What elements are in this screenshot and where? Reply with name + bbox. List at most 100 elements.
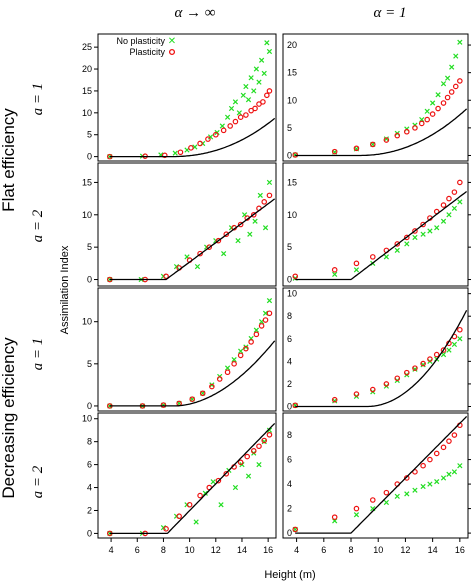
point-plasticity: [420, 360, 426, 367]
y-tick-label: 0: [287, 150, 292, 160]
panel-frame: [97, 33, 277, 162]
x-tick-label: 10: [373, 545, 383, 555]
point-no-plasticity: [420, 362, 426, 368]
panel-8: 0 2 4 6 8 4 6 8 10 12 14 16: [282, 412, 471, 555]
point-no-plasticity: [440, 475, 447, 481]
row-header-4: a = 2: [30, 465, 46, 498]
panel-frame: [282, 287, 469, 412]
y-tick-label: 8: [87, 437, 92, 447]
row-header-2: a = 2: [30, 209, 46, 242]
panel-3: 0 5 10 15: [82, 162, 277, 287]
point-plasticity: [440, 100, 447, 106]
model-line: [295, 108, 468, 157]
point-no-plasticity: [420, 231, 426, 237]
y-tick-label: 20: [287, 40, 297, 50]
y-tick-label: 6: [287, 334, 292, 344]
point-plasticity: [394, 132, 401, 139]
panel-7: 0 2 4 6 8 10 4 6 8 10 12 14 16: [82, 412, 277, 555]
point-plasticity: [250, 448, 257, 454]
point-no-plasticity: [424, 108, 430, 114]
point-plasticity: [394, 375, 401, 382]
point-plasticity: [216, 376, 223, 382]
point-plasticity: [331, 148, 338, 155]
y-tick-label: 6: [287, 455, 292, 465]
point-no-plasticity: [446, 347, 452, 353]
panel-6: 0 2 4 6 8 10: [282, 287, 471, 412]
point-plasticity: [444, 94, 451, 101]
point-no-plasticity: [453, 53, 459, 59]
point-plasticity: [457, 179, 463, 186]
point-plasticity: [420, 221, 426, 228]
point-plasticity: [420, 462, 426, 469]
point-no-plasticity: [449, 64, 455, 70]
y-tick-label: 4: [287, 479, 292, 489]
x-tick-label: 14: [428, 545, 438, 555]
point-no-plasticity: [231, 356, 237, 363]
point-plasticity: [163, 526, 169, 532]
point-no-plasticity: [194, 263, 201, 270]
point-plasticity: [446, 438, 452, 444]
legend-marker-no-plasticity-icon: ✕: [168, 36, 176, 47]
point-no-plasticity: [193, 519, 199, 525]
point-plasticity: [260, 99, 266, 105]
point-plasticity: [253, 331, 260, 338]
point-plasticity: [189, 396, 196, 403]
point-plasticity: [266, 192, 273, 199]
point-no-plasticity: [332, 271, 338, 277]
point-no-plasticity: [457, 336, 463, 342]
x-tick-label: 6: [321, 545, 326, 555]
point-no-plasticity: [444, 75, 451, 81]
point-plasticity: [448, 89, 455, 95]
point-plasticity: [353, 260, 360, 267]
point-plasticity: [403, 234, 410, 241]
y-tick-label: 25: [82, 42, 92, 52]
point-no-plasticity: [353, 267, 360, 273]
point-plasticity: [212, 131, 219, 138]
point-plasticity: [383, 381, 390, 387]
legend-marker-plasticity-icon: [168, 48, 176, 56]
panel-5: 0 5 10: [82, 287, 277, 412]
point-no-plasticity: [160, 525, 167, 531]
point-no-plasticity: [427, 228, 433, 234]
y-tick-label: 2: [287, 379, 292, 389]
point-no-plasticity: [245, 473, 252, 479]
point-plasticity: [163, 273, 169, 280]
point-no-plasticity: [434, 225, 440, 231]
y-tick-label: 15: [82, 177, 92, 187]
point-no-plasticity: [224, 365, 231, 371]
point-plasticity: [220, 127, 227, 134]
point-plasticity: [262, 317, 269, 323]
point-plasticity: [176, 513, 182, 520]
point-plasticity: [227, 123, 233, 129]
y-tick-label: 5: [287, 123, 292, 133]
point-no-plasticity: [218, 502, 224, 508]
x-tick-label: 8: [161, 545, 166, 555]
point-plasticity: [292, 273, 299, 280]
point-plasticity: [197, 140, 203, 147]
point-plasticity: [237, 459, 244, 466]
point-no-plasticity: [427, 481, 433, 487]
point-plasticity: [435, 105, 441, 112]
point-no-plasticity: [262, 310, 269, 316]
point-plasticity: [199, 390, 206, 397]
point-plasticity: [266, 310, 273, 317]
point-no-plasticity: [232, 484, 239, 491]
point-no-plasticity: [235, 238, 241, 244]
model-line: [109, 422, 276, 535]
point-plasticity: [243, 345, 249, 352]
point-no-plasticity: [240, 92, 246, 98]
point-plasticity: [197, 250, 203, 257]
point-plasticity: [412, 365, 418, 371]
point-plasticity: [383, 137, 390, 143]
point-no-plasticity: [202, 490, 208, 496]
point-no-plasticity: [224, 114, 231, 120]
point-no-plasticity: [221, 251, 227, 257]
panel-1: 0 5 10 15 20 25: [82, 33, 277, 162]
point-plasticity: [369, 497, 376, 503]
point-plasticity: [266, 88, 273, 94]
point-plasticity: [161, 152, 168, 159]
point-plasticity: [353, 505, 360, 512]
row-header-1: a = 1: [30, 83, 46, 116]
y-tick-label: 5: [87, 359, 92, 369]
y-tick-label: 15: [287, 177, 297, 187]
